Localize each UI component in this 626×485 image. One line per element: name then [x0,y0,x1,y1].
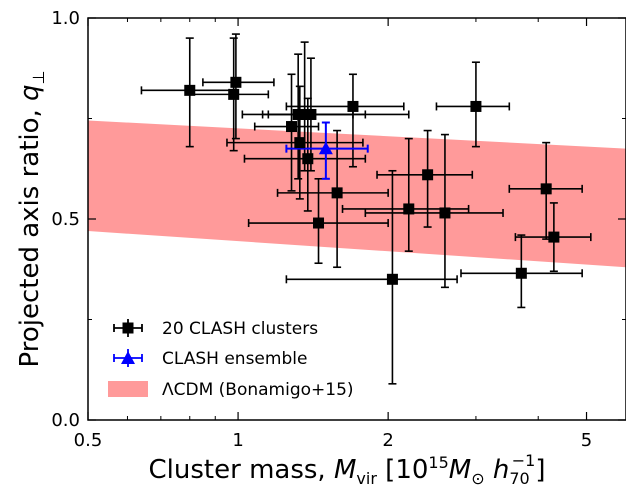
cluster-square-point [548,231,560,243]
legend-band-swatch [108,381,148,397]
legend-entry: 20 CLASH clusters [113,319,318,339]
cluster-square-point [403,203,415,215]
y-axis-title: Projected axis ratio, q⊥ [15,70,48,367]
cluster-square-point [286,121,298,133]
cluster-square-point [184,84,196,96]
legend-label: ΛCDM (Bonamigo+15) [162,380,354,400]
legend: 20 CLASH clusters CLASH ensemble ΛCDM (Bon… [108,319,354,400]
lcdm-band [88,120,626,268]
x-tick-label: 5 [581,430,592,451]
cluster-square-point [386,273,398,285]
legend-entry: ΛCDM (Bonamigo+15) [108,380,354,400]
marker-layer [184,76,560,285]
cluster-square-point [294,137,306,149]
legend-label: 20 CLASH clusters [162,319,318,339]
y-tick-label: 0.5 [51,209,80,230]
cluster-square-point [347,100,359,112]
cluster-square-point [292,108,304,120]
cluster-square-point [228,88,240,100]
y-tick-label: 1.0 [51,8,80,29]
cluster-square-point [470,100,482,112]
y-tick-label: 0.0 [51,410,80,431]
cluster-square-point [439,207,451,219]
cluster-square-point [302,153,314,165]
cluster-square-point [299,108,311,120]
legend-label: CLASH ensemble [162,349,307,369]
cluster-square-point [331,187,343,199]
legend-square-marker [122,322,134,334]
cluster-square-point [515,267,527,279]
x-tick-label: 0.5 [74,430,103,451]
cluster-square-point [313,217,325,229]
cluster-square-point [540,183,552,195]
tick-layer: 0.5 1 2 50.00.51.0 [51,8,626,451]
lcdm-band-layer [88,120,626,268]
cluster-square-point [422,169,434,181]
cluster-square-point [305,108,317,120]
x-tick-label: 2 [382,430,393,451]
x-tick-label: 1 [232,430,243,451]
cluster-square-point [230,76,242,88]
x-axis-title: Cluster mass, Mvir [1015M⊙ h70−1] [149,451,546,485]
legend-triangle-marker [121,351,135,364]
legend-entry: CLASH ensemble [113,349,307,369]
cluster-error-bars [285,73,405,168]
ensemble-triangle-point [318,141,333,155]
